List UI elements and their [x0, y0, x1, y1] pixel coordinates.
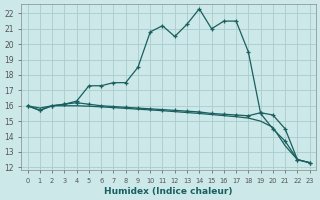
X-axis label: Humidex (Indice chaleur): Humidex (Indice chaleur) — [104, 187, 233, 196]
